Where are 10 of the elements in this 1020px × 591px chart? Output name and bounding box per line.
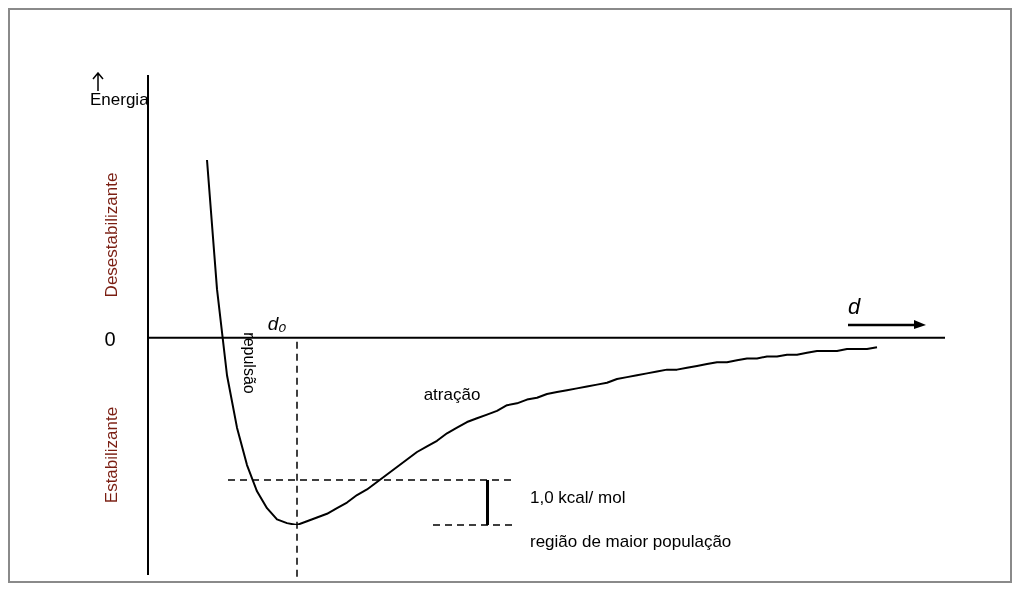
annotation: d₀ (267, 313, 287, 335)
text: Estabilizante (101, 406, 121, 504)
text: região de maior população (530, 531, 732, 551)
text: Desestabilizante (101, 172, 121, 298)
annotation: atração (423, 384, 481, 404)
x-axis-title: d (848, 294, 861, 320)
y-axis-title: Energia (90, 89, 150, 109)
text: 0 (104, 327, 116, 350)
ref-line-label: 1,0 kcal/ mol (530, 487, 626, 507)
annotation: repulsão (240, 332, 258, 394)
